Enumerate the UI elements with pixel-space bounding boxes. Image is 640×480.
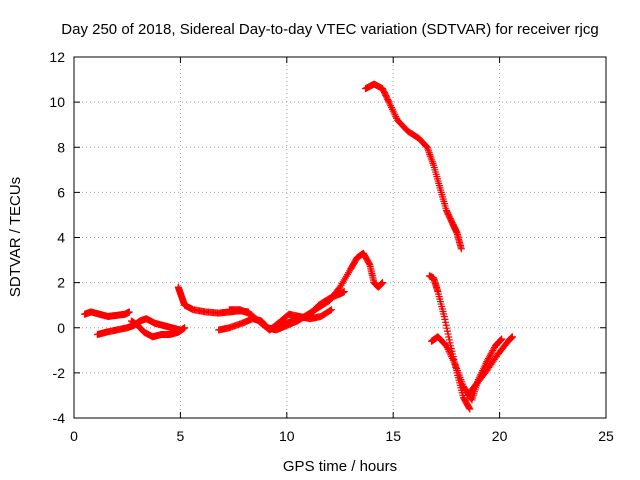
data-point: [443, 327, 451, 335]
data-point: [443, 324, 451, 332]
data-point: [483, 358, 491, 366]
data-point: [486, 351, 494, 359]
y-tick-label: -2: [53, 365, 66, 381]
data-point: [379, 279, 387, 287]
x-tick-label: 25: [598, 428, 614, 444]
data-series-track-g: [274, 288, 348, 332]
y-tick-label: 12: [49, 49, 65, 65]
data-point: [125, 308, 133, 316]
data-point: [181, 324, 189, 332]
y-tick-label: 4: [57, 230, 65, 246]
data-point: [485, 354, 493, 362]
data-point: [497, 336, 505, 344]
data-series-track-a: [81, 308, 133, 320]
data-point: [488, 348, 496, 356]
data-point: [384, 97, 392, 105]
data-point: [484, 356, 492, 364]
y-tick-label: 6: [57, 184, 65, 200]
y-tick-label: 2: [57, 275, 65, 291]
data-point: [327, 306, 335, 314]
data-series-track-k: [464, 333, 516, 399]
grid-layer: [74, 57, 606, 418]
data-point: [457, 245, 465, 253]
x-tick-label: 20: [492, 428, 508, 444]
data-layer: [81, 80, 516, 413]
data-point: [466, 405, 474, 413]
y-tick-label: -4: [53, 410, 66, 426]
data-point: [490, 345, 498, 353]
x-axis-title: GPS time / hours: [283, 458, 397, 475]
chart-title: Day 250 of 2018, Sidereal Day-to-day VTE…: [61, 21, 598, 38]
data-point: [489, 347, 497, 355]
y-tick-label: 10: [49, 94, 65, 110]
y-tick-label: 8: [57, 139, 65, 155]
x-tick-label: 10: [279, 428, 295, 444]
y-tick-label: 0: [57, 320, 65, 336]
x-tick-label: 5: [177, 428, 185, 444]
data-point: [465, 404, 473, 412]
data-series-track-i: [425, 272, 474, 413]
data-series-track-h: [362, 80, 465, 253]
y-axis-title: SDTVAR / TECUs: [7, 177, 24, 297]
x-tick-label: 15: [385, 428, 401, 444]
data-point: [487, 350, 495, 358]
data-series-track-c: [127, 317, 189, 341]
data-point: [498, 335, 506, 343]
x-tick-label: 0: [70, 428, 78, 444]
data-point: [508, 333, 516, 341]
tick-layer: 0 5 10 15 20 25 -4 -2 0 2 4 6 8 10 12: [49, 49, 614, 444]
data-point: [326, 306, 334, 314]
data-point: [496, 336, 504, 344]
data-point: [485, 353, 493, 361]
data-point: [340, 288, 348, 296]
